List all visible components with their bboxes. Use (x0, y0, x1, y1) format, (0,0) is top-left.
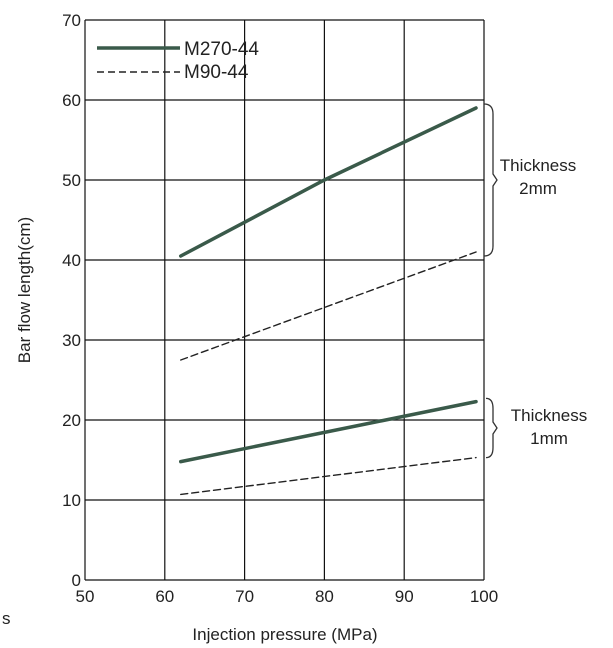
y-tick-label: 40 (62, 251, 81, 270)
y-axis-title: Bar flow length(cm) (15, 217, 34, 363)
series-line-m90-44-1mm (180, 456, 477, 496)
y-tick-label: 60 (62, 91, 81, 110)
annotation-1mm-line2: 1mm (530, 429, 568, 448)
annotation-1mm-line1: Thickness (511, 406, 588, 425)
x-tick-label: 90 (395, 587, 414, 606)
annotation-1mm: Thickness 1mm (485, 397, 588, 459)
x-tick-label: 100 (470, 587, 498, 606)
x-tick-label: 80 (315, 587, 334, 606)
legend-label-m270: M270-44 (184, 39, 259, 60)
y-tick-label: 70 (62, 11, 81, 30)
tick-labels: 50 60 70 80 90 100 0 10 20 30 40 50 60 70 (62, 11, 498, 606)
series-line-m270-44-1mm (179, 399, 478, 464)
y-tick-label: 0 (72, 571, 81, 590)
x-tick-label: 60 (155, 587, 174, 606)
grid (84, 19, 485, 581)
series-line-m270-44-2mm (179, 106, 478, 258)
y-tick-label: 50 (62, 171, 81, 190)
legend: M270-44 M90-44 (97, 39, 259, 83)
series-line-m90-44-2mm (180, 251, 477, 361)
x-axis-title: Injection pressure (MPa) (192, 625, 377, 644)
series-layer (179, 106, 478, 496)
x-tick-label: 50 (76, 587, 95, 606)
annotation-2mm-line2: 2mm (519, 179, 557, 198)
annotation-2mm: Thickness 2mm (483, 103, 577, 257)
y-tick-label: 30 (62, 331, 81, 350)
brace-2mm (483, 103, 498, 257)
legend-label-m90: M90-44 (184, 62, 249, 83)
y-tick-label: 10 (62, 491, 81, 510)
y-tick-label: 20 (62, 411, 81, 430)
x-tick-label: 70 (235, 587, 254, 606)
annotation-2mm-line1: Thickness (500, 156, 577, 175)
stray-text: s (2, 609, 11, 628)
brace-1mm (485, 397, 498, 459)
